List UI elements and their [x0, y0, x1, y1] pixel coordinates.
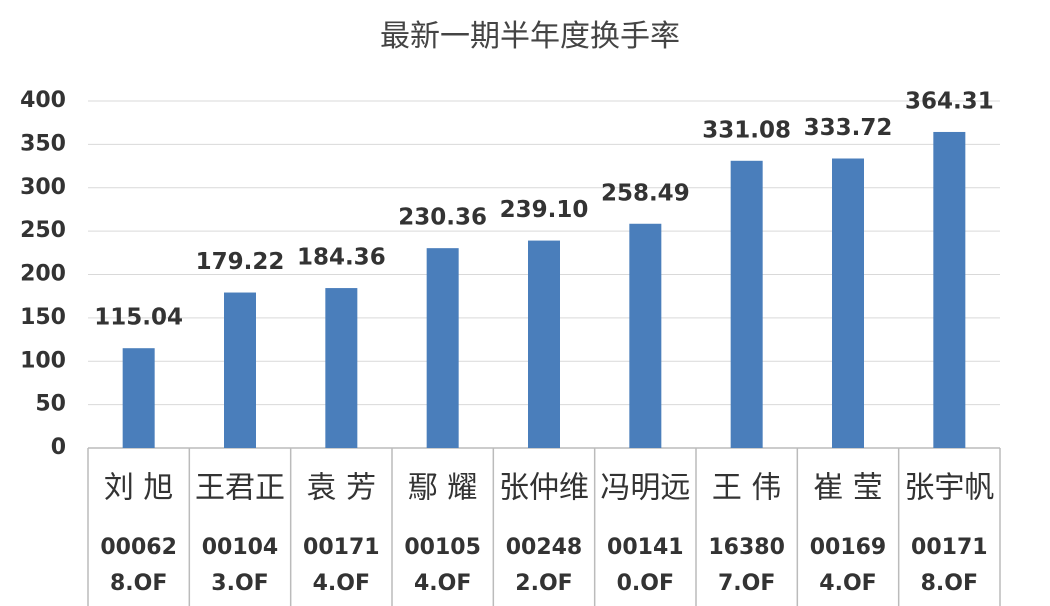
y-tick-label: 300 — [20, 175, 66, 200]
x-tick-label: 张仲维 — [499, 471, 589, 506]
y-tick-label: 150 — [20, 305, 66, 330]
x-tick-label: 崔 莹 — [813, 471, 883, 506]
value-label: 239.10 — [500, 197, 589, 223]
bar — [122, 348, 155, 448]
bar — [325, 288, 358, 448]
y-tick-label: 350 — [20, 131, 66, 156]
code-box: 000628.OF — [100, 535, 177, 596]
value-label: 115.04 — [94, 305, 183, 331]
value-label: 179.22 — [196, 249, 285, 275]
y-tick-label: 250 — [20, 218, 66, 243]
y-tick-label: 400 — [20, 88, 66, 113]
x-tick-label: 王君正 — [195, 471, 285, 506]
bar — [730, 160, 763, 449]
x-tick-label: 鄢 耀 — [408, 471, 478, 506]
bar — [528, 240, 560, 448]
x-tick-label: 王 伟 — [712, 471, 782, 506]
code-box: 001694.OF — [809, 535, 887, 596]
fund-code: 001694.OF — [809, 535, 887, 596]
y-tick-label: 0 — [51, 435, 66, 460]
code-box: 163807.OF — [708, 535, 785, 596]
value-label: 331.08 — [702, 117, 791, 143]
y-tick-label: 50 — [35, 392, 66, 417]
code-box: 001043.OF — [201, 535, 279, 596]
code-box: 001718.OF — [911, 535, 988, 596]
code-box: 002482.OF — [505, 535, 583, 596]
fund-code: 002482.OF — [505, 535, 583, 596]
bar — [224, 292, 256, 448]
bar — [832, 158, 864, 448]
code-box: 001054.OF — [404, 535, 481, 596]
x-tick-label: 冯明远 — [600, 471, 690, 506]
fund-code: 000628.OF — [100, 535, 177, 596]
value-label: 364.31 — [905, 88, 994, 114]
fund-code: 001410.OF — [607, 535, 684, 596]
value-label: 258.49 — [601, 180, 690, 206]
y-tick-label: 100 — [20, 348, 66, 373]
code-box: 001714.OF — [303, 535, 380, 596]
value-label: 333.72 — [804, 115, 893, 141]
value-label: 184.36 — [297, 245, 386, 271]
chart-title: 最新一期半年度换手率 — [380, 19, 680, 54]
x-tick-label: 袁 芳 — [307, 471, 377, 506]
bar — [933, 131, 966, 449]
fund-code: 163807.OF — [708, 535, 785, 596]
bar — [426, 248, 459, 448]
value-label: 230.36 — [398, 205, 487, 231]
x-tick-label: 张宇帆 — [904, 471, 994, 506]
fund-code: 001054.OF — [404, 535, 481, 596]
fund-code: 001718.OF — [911, 535, 988, 596]
x-tick-label: 刘 旭 — [104, 471, 174, 506]
fund-code: 001714.OF — [303, 535, 380, 596]
y-tick-label: 200 — [20, 262, 66, 287]
fund-code: 001043.OF — [201, 535, 279, 596]
code-box: 001410.OF — [607, 535, 684, 596]
bar — [629, 223, 662, 448]
